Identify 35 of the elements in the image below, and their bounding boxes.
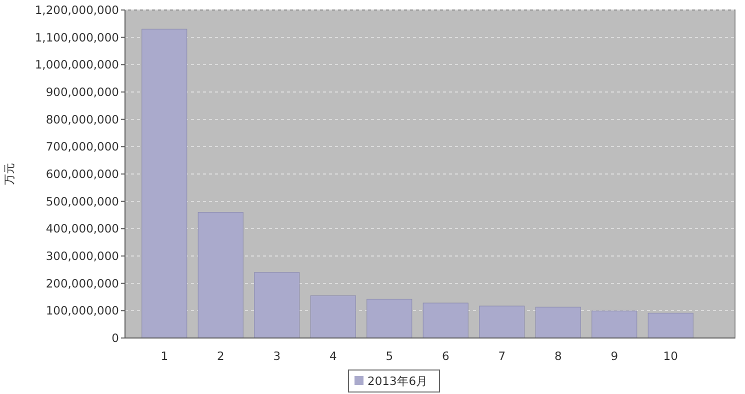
x-tick-label: 7	[498, 349, 506, 363]
y-tick-label: 400,000,000	[46, 222, 119, 236]
bar	[422, 302, 468, 338]
bar	[592, 310, 638, 338]
y-tick-label: 800,000,000	[46, 112, 119, 126]
x-tick-label: 5	[386, 349, 394, 363]
y-tick-label: 1,100,000,000	[34, 30, 119, 44]
bar	[479, 306, 525, 338]
x-tick-label: 10	[663, 349, 678, 363]
x-tick-label: 6	[442, 349, 450, 363]
y-axis-title: 万元	[3, 163, 16, 185]
y-tick-label: 1,200,000,000	[34, 3, 119, 18]
y-tick-label: 0	[112, 331, 119, 346]
y-tick-label: 500,000,000	[46, 194, 119, 208]
y-tick-label: 900,000,000	[46, 85, 119, 100]
bar	[366, 298, 412, 338]
y-tick-label: 300,000,000	[46, 249, 119, 264]
legend-label: 2013年6月	[368, 374, 428, 388]
bar	[310, 295, 356, 338]
x-tick-label: 4	[329, 349, 337, 363]
y-tick-label: 1,000,000,000	[34, 58, 119, 72]
x-tick-label: 1	[160, 349, 168, 363]
bar	[254, 272, 300, 338]
y-tick-label: 700,000,000	[46, 140, 119, 154]
y-tick-label: 100,000,000	[46, 304, 119, 318]
x-tick-label: 9	[610, 349, 618, 363]
y-tick-label: 200,000,000	[46, 276, 119, 290]
bar	[198, 212, 244, 338]
bar	[142, 28, 188, 338]
bar	[648, 312, 694, 338]
bar	[535, 306, 581, 338]
y-tick-label: 600,000,000	[46, 167, 119, 182]
x-tick-label: 2	[216, 349, 224, 363]
x-tick-label: 3	[273, 349, 281, 363]
x-tick-label: 8	[554, 349, 562, 363]
